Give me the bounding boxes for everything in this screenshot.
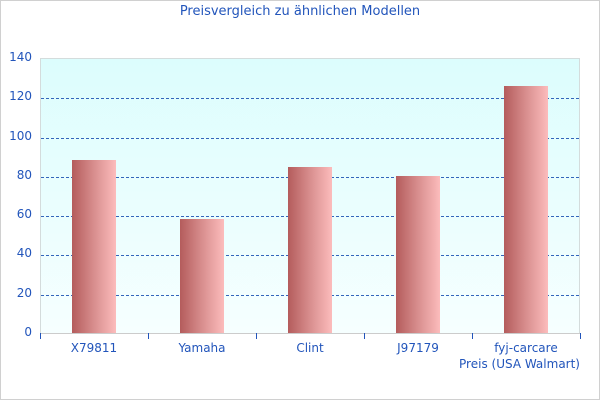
bar-yamaha[interactable] [180,219,224,333]
bar-x79811[interactable] [72,160,116,333]
y-tick-label: 120 [9,89,32,104]
x-tick-label: Clint [296,341,324,355]
x-axis-title: Preis (USA Walmart) [459,357,580,371]
bar-clint[interactable] [288,167,332,333]
y-tick-label: 0 [24,325,32,339]
x-tick [472,333,473,339]
y-tick-label: 80 [16,167,32,182]
bar-j97179[interactable] [396,175,440,333]
x-tick [256,333,257,339]
y-tick-label: 140 [9,50,32,64]
x-tick [148,333,149,339]
x-axis-line [40,333,580,334]
gridline [41,98,579,100]
gridline [41,137,579,139]
y-tick-label: 60 [16,207,32,222]
x-tick-label: J97179 [397,341,439,355]
bar-fyj-carcare[interactable] [504,85,548,333]
x-tick-label: X79811 [70,341,118,355]
y-tick-label: 100 [9,128,32,143]
x-tick-label: fyj-carcare [494,341,558,355]
chart-title: Preisvergleich zu ähnlichen Modellen [179,4,421,19]
y-tick-label: 40 [16,246,32,261]
x-tick [364,333,365,339]
x-tick [580,333,581,339]
y-tick-label: 20 [16,285,32,300]
x-tick [40,333,41,339]
x-tick-label: Yamaha [178,341,226,355]
